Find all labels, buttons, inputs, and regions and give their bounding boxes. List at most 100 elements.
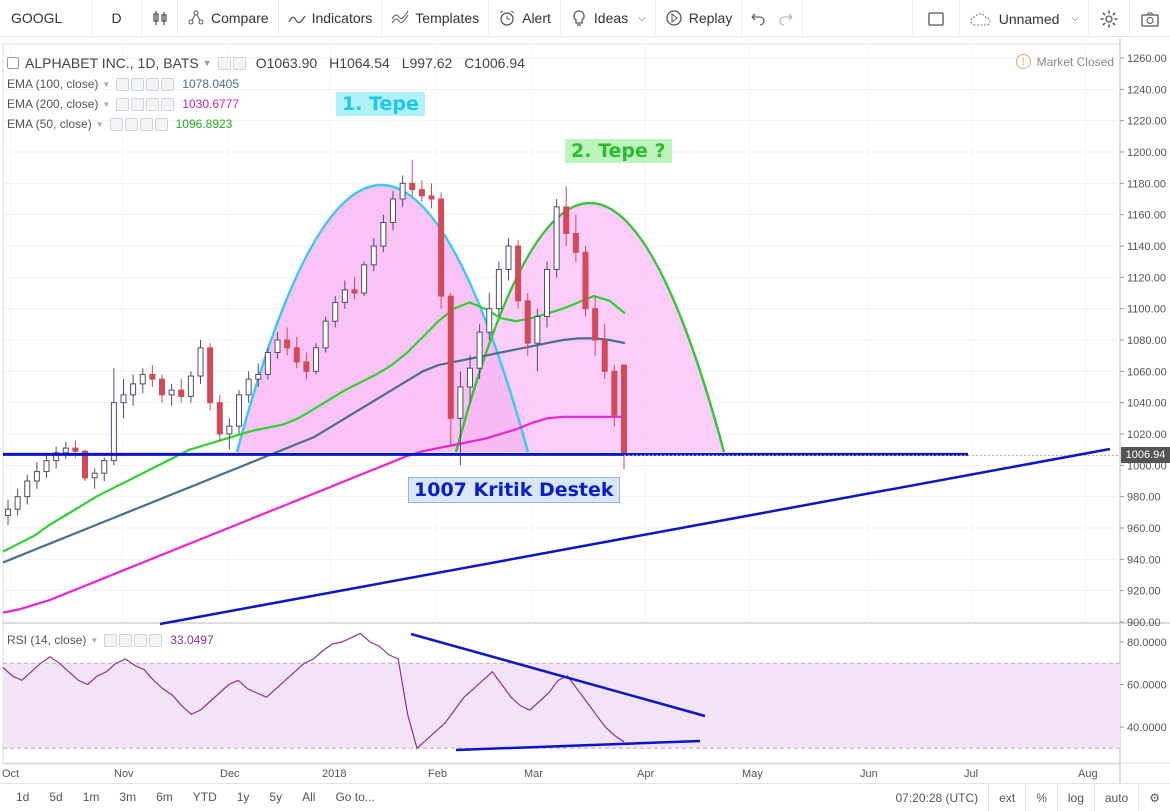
warning-icon: !: [1015, 54, 1031, 69]
price-tick-label: 1060.00: [1127, 366, 1167, 378]
rsi-controls[interactable]: [104, 633, 164, 647]
candle-body: [582, 251, 589, 310]
range-ytd[interactable]: YTD: [192, 790, 217, 804]
rsi-line: [2, 632, 625, 750]
price-tick-label: 960.00: [1127, 523, 1161, 535]
ema200-line: [2, 415, 625, 614]
ext-toggle[interactable]: ext: [988, 784, 1025, 811]
price-tick-label: 980.00: [1127, 492, 1161, 504]
chevron-down-icon[interactable]: ▼: [102, 99, 111, 109]
ema50-legend: EMA (50, close) ▼ 1096.8923: [7, 117, 232, 131]
interval-button[interactable]: D: [92, 0, 142, 37]
layout-button[interactable]: Unnamed ⌵: [960, 0, 1089, 37]
ideas-label: Ideas: [593, 10, 629, 26]
redo-button[interactable]: [772, 0, 804, 37]
alarm-clock-icon: [498, 9, 516, 27]
clock-label[interactable]: 07:20:28 (UTC): [895, 790, 979, 805]
annotation-tepe2[interactable]: 2. Tepe ?: [565, 139, 672, 163]
chevron-down-icon[interactable]: ▼: [102, 79, 111, 89]
time-tick-label: Aug: [1078, 768, 1098, 780]
compare-button[interactable]: Compare: [178, 0, 279, 37]
interval-label: D: [111, 10, 122, 26]
candle-body: [130, 383, 137, 396]
candle-body: [370, 245, 377, 266]
candle-body: [43, 460, 50, 473]
rising-trendline: [159, 447, 1111, 626]
market-status-label: Market Closed: [1036, 54, 1114, 69]
candle-body: [592, 308, 599, 341]
templates-label: Templates: [415, 10, 480, 26]
chevron-down-icon[interactable]: ▼: [90, 635, 99, 645]
indicators-button[interactable]: Indicators: [279, 0, 383, 37]
candle-body: [149, 373, 156, 380]
collapse-icon[interactable]: [7, 57, 19, 69]
candle-body: [293, 347, 300, 363]
chevron-down-icon: ⌵: [1071, 13, 1079, 24]
fullscreen-button[interactable]: [911, 0, 960, 37]
percent-toggle[interactable]: %: [1025, 784, 1057, 811]
symbol-search[interactable]: GOOGL: [0, 0, 92, 37]
price-tick-label: 1040.00: [1127, 398, 1167, 410]
candle-body: [82, 450, 88, 479]
undo-button[interactable]: [742, 0, 772, 37]
range-3m[interactable]: 3m: [119, 790, 137, 804]
candle-body: [409, 182, 416, 191]
candle-body: [255, 373, 262, 380]
candle-body: [101, 460, 108, 474]
candle-body: [447, 295, 454, 419]
lightbulb-icon: [570, 9, 588, 27]
annotation-support[interactable]: 1007 Kritik Destek: [408, 477, 620, 503]
replay-button[interactable]: Replay: [656, 0, 743, 37]
symbol-label: GOOGL: [11, 10, 63, 26]
chevron-down-icon[interactable]: ▼: [202, 58, 212, 68]
candle-body: [303, 361, 310, 372]
candle-body: [24, 480, 31, 498]
low-value: L997.62: [401, 55, 453, 71]
time-tick-label: Dec: [220, 768, 240, 780]
time-tick-label: Jun: [860, 768, 878, 780]
time-tick-label: Feb: [428, 768, 447, 780]
goto-button[interactable]: Go to...: [335, 790, 375, 804]
chart-canvas[interactable]: 1260.00 1240.00 1220.00 1200.00 1180.00 1160.…: [0, 38, 1170, 783]
auto-toggle[interactable]: auto: [1093, 784, 1138, 811]
replay-icon: [665, 9, 683, 27]
ema200-label: EMA (200, close): [7, 97, 99, 111]
range-5d[interactable]: 5d: [49, 790, 63, 804]
bottom-right: 07:20:28 (UTC) ext % log auto ⚙: [885, 784, 1170, 811]
range-5y[interactable]: 5y: [269, 790, 283, 804]
candle-body: [621, 364, 627, 455]
ema100-controls[interactable]: [116, 77, 176, 91]
range-all[interactable]: All: [302, 790, 316, 804]
candle-body: [467, 367, 473, 388]
chart-style-button[interactable]: [142, 0, 178, 37]
templates-icon: [391, 9, 409, 27]
candle-body: [120, 394, 127, 404]
cloud-icon: [969, 10, 993, 28]
range-6m[interactable]: 6m: [156, 790, 173, 804]
log-toggle[interactable]: log: [1056, 784, 1094, 811]
range-1y[interactable]: 1y: [236, 790, 250, 804]
ema200-controls[interactable]: [116, 97, 176, 111]
candle-body: [72, 447, 79, 452]
ema50-value: 1096.8923: [175, 117, 233, 131]
open-value: O1063.90: [255, 55, 318, 71]
price-tick-label: 920.00: [1127, 586, 1161, 598]
series-title: ALPHABET INC., 1D, BATS: [25, 55, 199, 71]
chevron-down-icon[interactable]: ▼: [95, 119, 104, 129]
time-tick-label: May: [742, 768, 763, 780]
settings-button[interactable]: [1089, 0, 1130, 37]
ema50-controls[interactable]: [109, 117, 170, 131]
annotation-tepe1[interactable]: 1. Tepe: [336, 92, 425, 116]
rsi-tick-label: 60.0000: [1127, 680, 1167, 692]
gear-icon[interactable]: ⚙: [1138, 784, 1170, 811]
snapshot-button[interactable]: [1130, 0, 1170, 37]
ideas-button[interactable]: Ideas ⌵: [561, 0, 656, 37]
range-1m[interactable]: 1m: [82, 790, 100, 804]
range-1d[interactable]: 1d: [16, 790, 30, 804]
rsi-up-trendline: [455, 739, 701, 752]
candle-body: [418, 189, 425, 197]
series-controls[interactable]: [217, 56, 248, 70]
templates-button[interactable]: Templates: [382, 0, 490, 37]
alert-button[interactable]: Alert: [489, 0, 561, 37]
layout-name-label: Unnamed: [998, 10, 1060, 27]
